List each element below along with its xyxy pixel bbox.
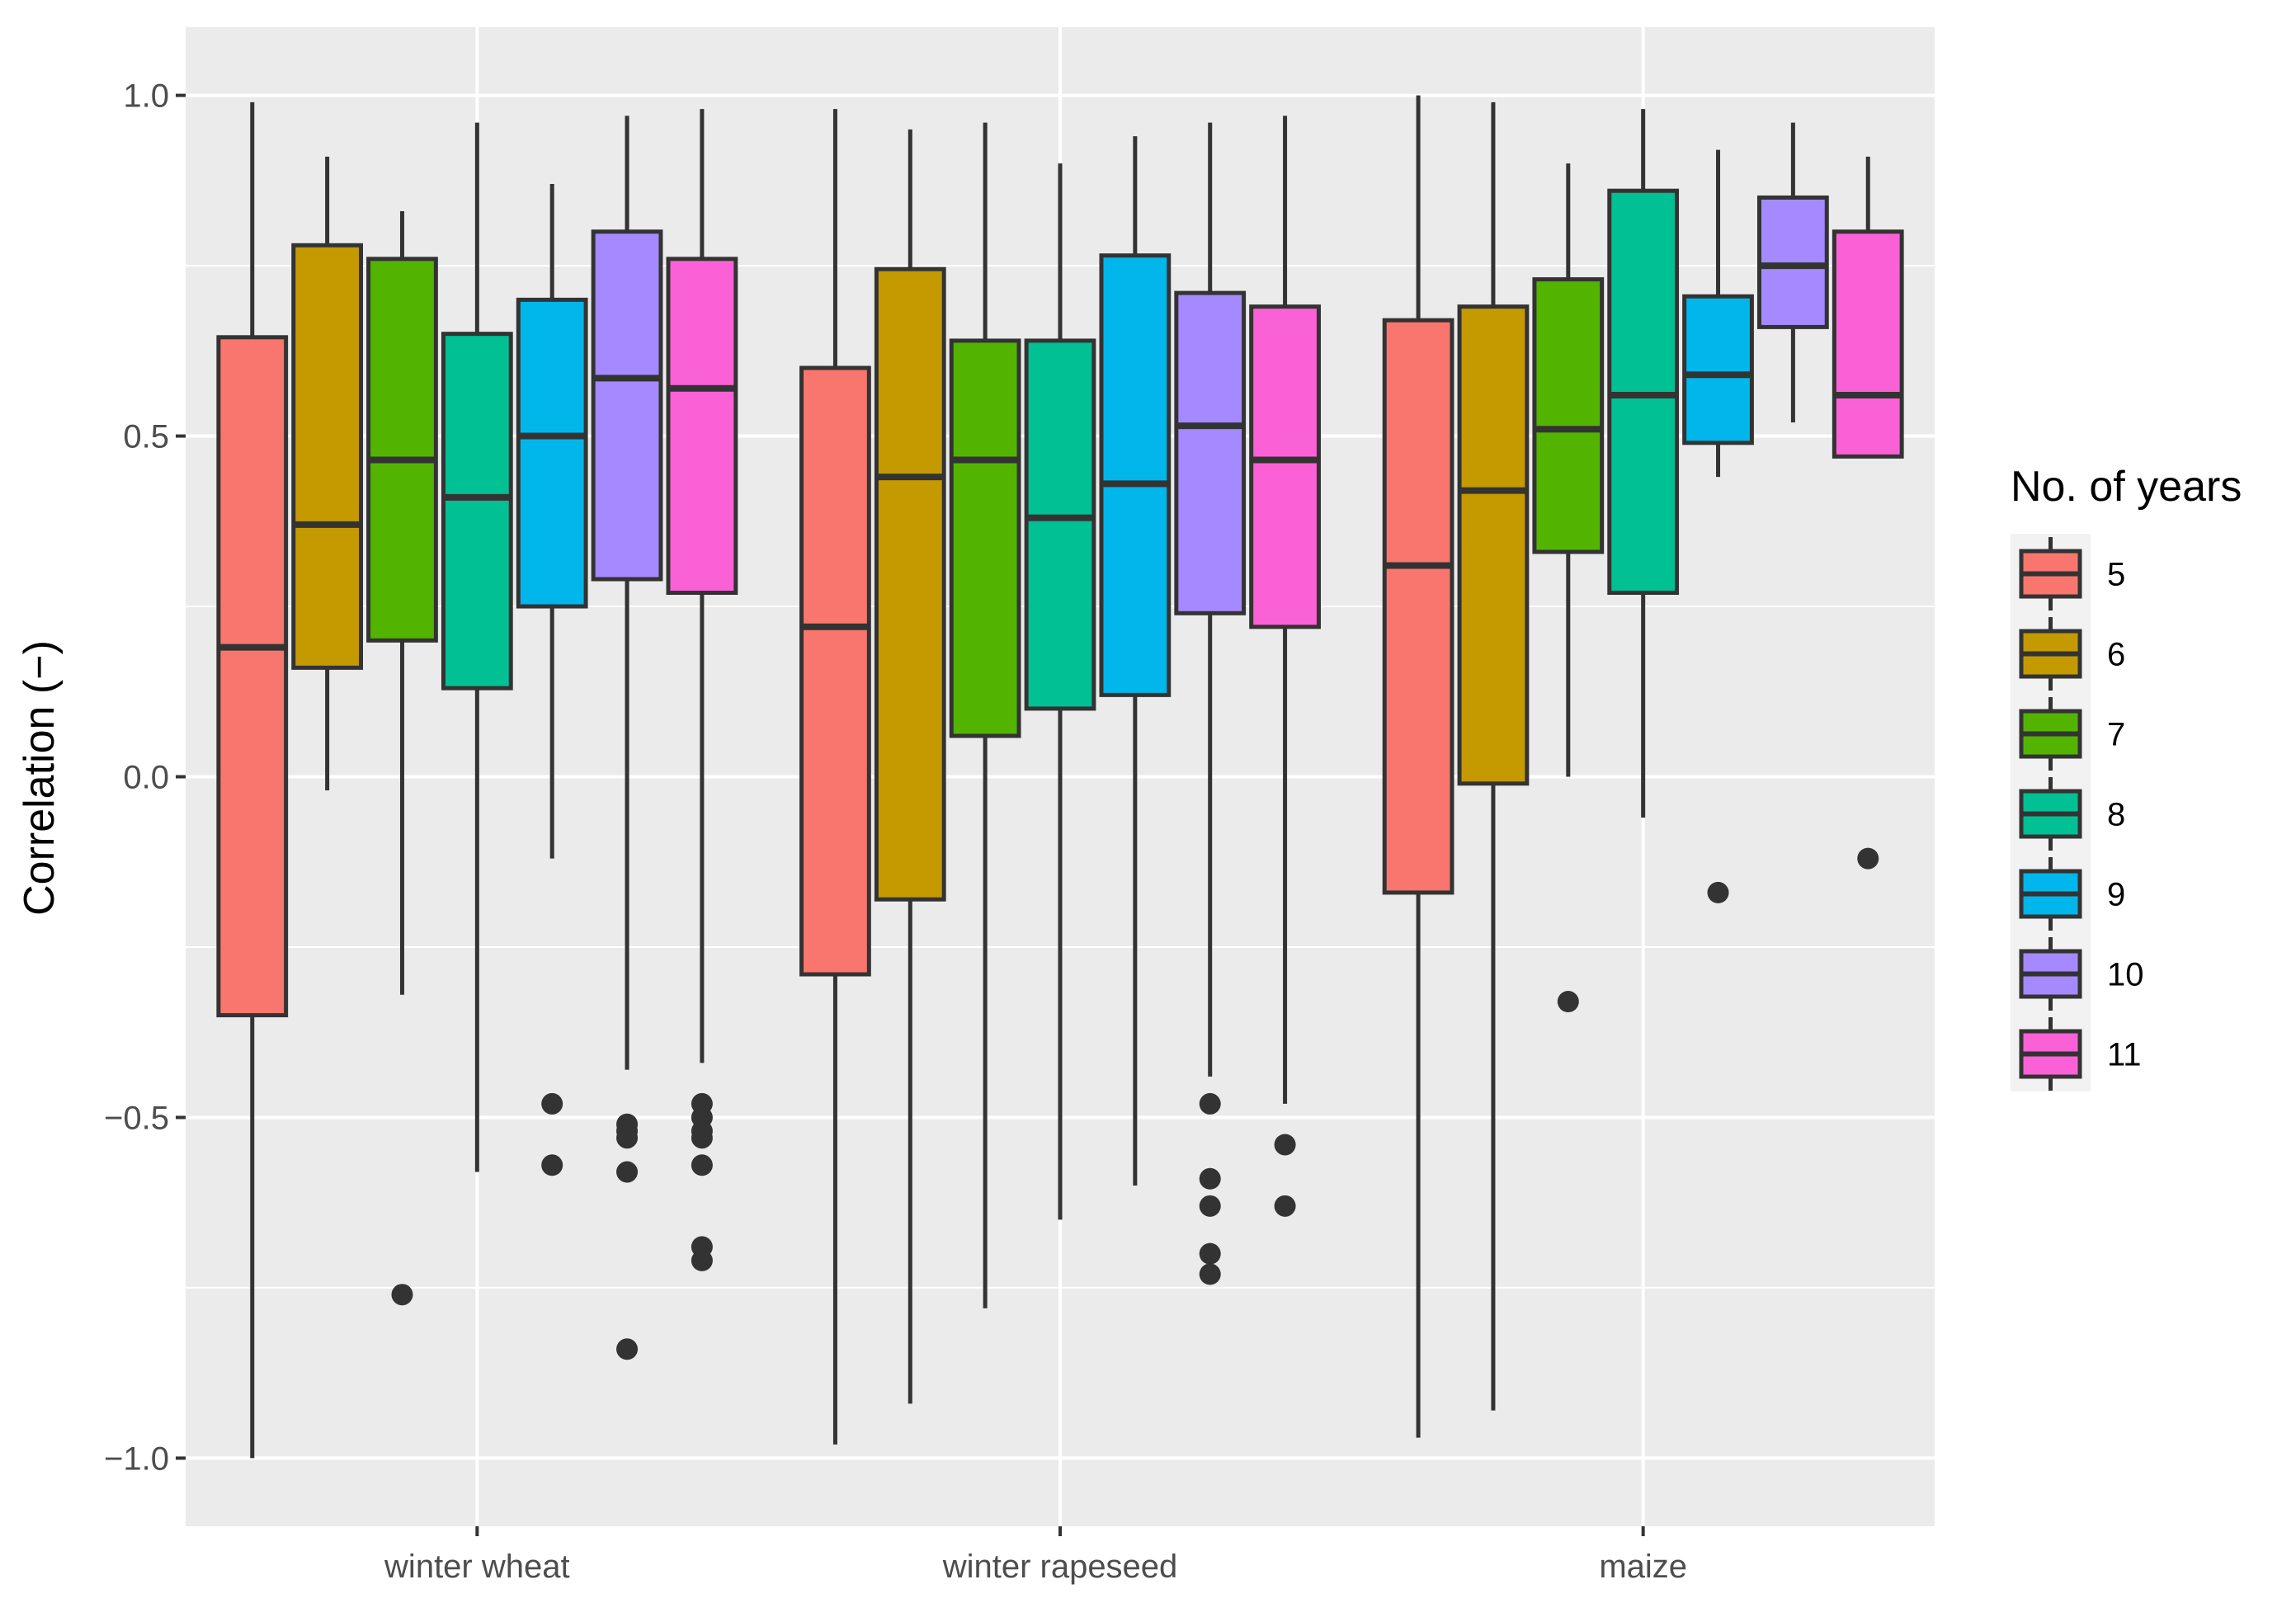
box-body [216, 335, 289, 1018]
outlier-point [691, 1249, 713, 1271]
box [216, 101, 289, 1459]
box-body [1532, 277, 1605, 554]
box-body [1024, 338, 1096, 711]
outlier-point [1707, 881, 1729, 903]
category-group [216, 101, 738, 1459]
box-body [666, 257, 738, 596]
box [1607, 109, 1680, 818]
legend-item: 10 [2019, 937, 2144, 1011]
box [366, 210, 438, 1306]
box [1382, 95, 1454, 1438]
box-body [799, 365, 871, 977]
outlier-point [1274, 1134, 1296, 1156]
outlier-point [1199, 1167, 1221, 1190]
box-body [1682, 294, 1754, 446]
box-body [1832, 229, 1904, 459]
y-tick-label: 1.0 [123, 78, 169, 115]
outlier-point [1274, 1195, 1296, 1217]
box [666, 109, 738, 1271]
legend-item: 7 [2019, 697, 2125, 771]
box [1756, 122, 1829, 423]
outlier-point [391, 1284, 413, 1306]
box-body [1457, 304, 1530, 786]
y-tick-label: −1.0 [104, 1440, 169, 1477]
outlier-point [541, 1154, 563, 1176]
box [1249, 116, 1321, 1217]
box [291, 156, 364, 791]
legend-item: 8 [2019, 777, 2125, 851]
outlier-point [1857, 847, 1879, 870]
box [441, 122, 513, 1172]
y-axis-title: Correlation (−) [16, 640, 64, 916]
box [1832, 156, 1904, 870]
box [516, 183, 588, 1176]
outlier-point [691, 1127, 713, 1149]
box [799, 109, 871, 1445]
outlier-point [1199, 1242, 1221, 1265]
category-group [799, 109, 1321, 1445]
box [591, 116, 663, 1360]
box [1099, 136, 1172, 1186]
box-body [1756, 195, 1829, 329]
outlier-point [616, 1161, 639, 1183]
box-body [366, 257, 438, 643]
legend: No. of years 5 6 7 8 9 10 11 [2011, 463, 2242, 1091]
box [1174, 122, 1247, 1285]
legend-label: 8 [2107, 797, 2125, 833]
box-body [1099, 253, 1172, 697]
box-body [1382, 318, 1454, 895]
box-body [1607, 188, 1680, 596]
legend-item: 11 [2019, 1017, 2142, 1091]
box [1532, 163, 1605, 1013]
outlier-point [1557, 991, 1579, 1013]
box-body [441, 332, 513, 691]
box-body [874, 266, 946, 902]
x-axis: winter wheat winter rapeseed maize [384, 1526, 1687, 1585]
box [1682, 149, 1754, 903]
legend-item: 5 [2019, 537, 2125, 611]
x-tick-label: maize [1599, 1549, 1687, 1585]
box [874, 129, 946, 1404]
box-body [516, 297, 588, 609]
box-body [1174, 290, 1247, 615]
legend-label: 5 [2107, 557, 2125, 593]
box-groups [216, 95, 1904, 1459]
y-axis: 1.0 0.5 0.0 −0.5 −1.0 [104, 78, 186, 1477]
legend-label: 11 [2107, 1037, 2142, 1073]
box-body [1249, 304, 1321, 629]
y-tick-label: 0.0 [123, 760, 169, 796]
x-tick-label: winter wheat [384, 1549, 570, 1585]
y-tick-label: −0.5 [104, 1100, 169, 1136]
outlier-point [1199, 1092, 1221, 1115]
outlier-point [1199, 1195, 1221, 1217]
legend-label: 10 [2107, 957, 2144, 993]
outlier-point [1199, 1263, 1221, 1285]
box [1024, 163, 1096, 1220]
legend-label: 6 [2107, 637, 2125, 673]
box [949, 122, 1021, 1308]
y-tick-label: 0.5 [123, 419, 169, 455]
box-body [291, 243, 364, 670]
outlier-point [691, 1154, 713, 1176]
box [1457, 101, 1530, 1411]
legend-item: 9 [2019, 857, 2125, 931]
x-tick-label: winter rapeseed [942, 1549, 1178, 1585]
outlier-point [541, 1092, 563, 1115]
box-body [591, 229, 663, 582]
box-body [949, 338, 1021, 738]
legend-title: No. of years [2011, 463, 2242, 511]
outlier-point [616, 1127, 639, 1149]
outlier-point [616, 1338, 639, 1360]
category-group [1382, 95, 1904, 1438]
legend-label: 9 [2107, 877, 2125, 913]
legend-item: 6 [2019, 617, 2125, 691]
legend-label: 7 [2107, 717, 2125, 753]
